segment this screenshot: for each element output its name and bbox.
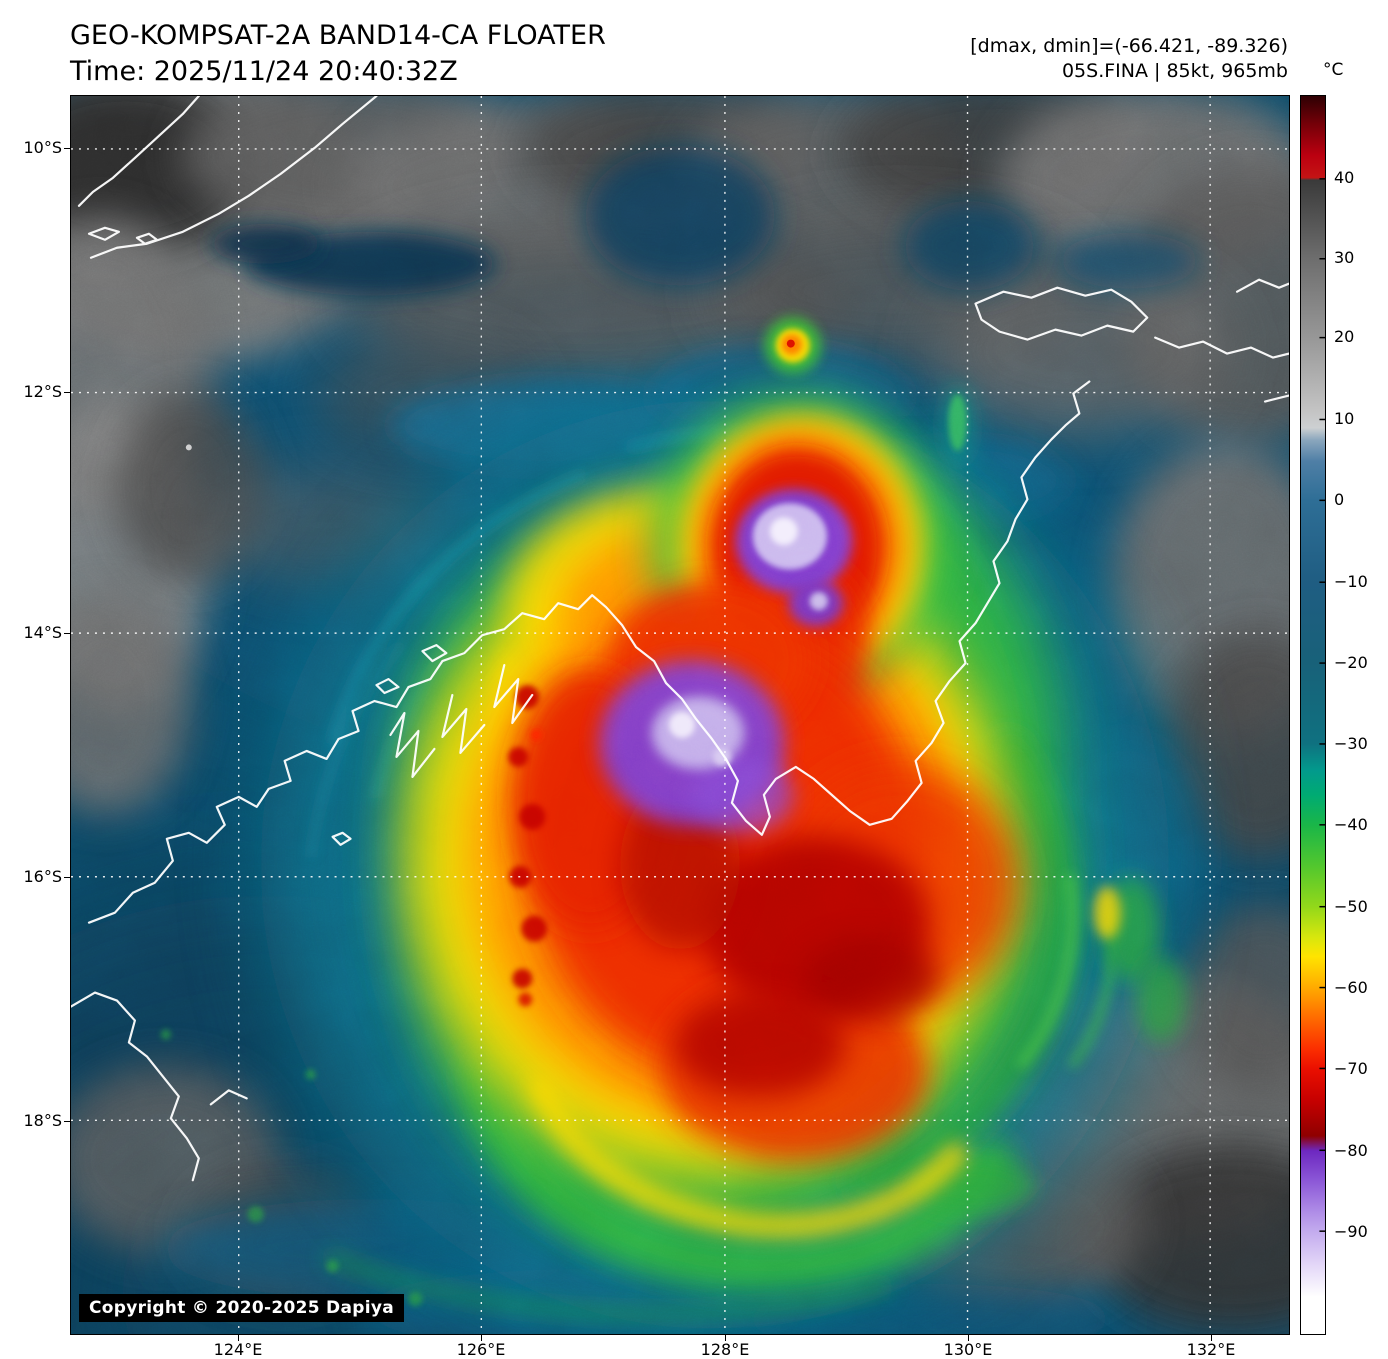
coastlines: [71, 96, 1289, 1182]
lat-label: 14°S: [23, 623, 62, 642]
lon-label: 132°E: [1186, 1340, 1236, 1359]
axis-tick: [725, 1335, 726, 1341]
axis-tick: [238, 1335, 239, 1341]
axis-tick: [64, 148, 70, 149]
graticule: [71, 96, 1289, 1334]
meta-block: [dmax, dmin]=(-66.421, -89.326) 05S.FINA…: [970, 34, 1288, 84]
lon-label: 124°E: [213, 1340, 263, 1359]
colorbar-tick-label: −50: [1334, 897, 1368, 916]
lon-label: 128°E: [700, 1340, 750, 1359]
header-block: GEO-KOMPSAT-2A BAND14-CA FLOATER Time: 2…: [70, 18, 606, 90]
colorbar-ticks: [1319, 178, 1325, 1232]
sensor-grain: [71, 96, 1289, 1334]
axis-tick: [968, 1335, 969, 1341]
colorbar-tick-label: −70: [1334, 1059, 1368, 1078]
ir-imagery: [71, 96, 1289, 1334]
axis-tick: [64, 392, 70, 393]
lat-label: 18°S: [23, 1111, 62, 1130]
copyright-badge: Copyright © 2020-2025 Dapiya: [79, 1294, 404, 1322]
image-title: GEO-KOMPSAT-2A BAND14-CA FLOATER: [70, 20, 606, 51]
lat-label: 12°S: [23, 382, 62, 401]
colorbar-tick-label: −30: [1334, 734, 1368, 753]
dmax-dmin-readout: [dmax, dmin]=(-66.421, -89.326): [970, 35, 1288, 57]
image-timestamp: Time: 2025/11/24 20:40:32Z: [70, 56, 458, 87]
colorbar-tick-label: −80: [1334, 1141, 1368, 1160]
colorbar: [1300, 95, 1326, 1335]
colorbar-tick-label: −40: [1334, 815, 1368, 834]
colorbar-tick-label: −20: [1334, 653, 1368, 672]
colorbar-tick-label: −90: [1334, 1222, 1368, 1241]
colorbar-gradient: [1301, 96, 1325, 1334]
colorbar-tick-label: 40: [1334, 168, 1355, 187]
axis-tick: [64, 633, 70, 634]
lat-label: 16°S: [23, 867, 62, 886]
colorbar-tick-label: 0: [1334, 490, 1345, 509]
colorbar-tick-label: −60: [1334, 978, 1368, 997]
colorbar-unit: °C: [1323, 60, 1344, 80]
axis-tick: [1211, 1335, 1212, 1341]
colorbar-tick-label: 20: [1334, 327, 1355, 346]
colorbar-tick-label: −10: [1334, 572, 1368, 591]
lat-label: 10°S: [23, 138, 62, 157]
colorbar-tick-label: 30: [1334, 248, 1355, 267]
storm-info: 05S.FINA | 85kt, 965mb: [1061, 60, 1288, 82]
lon-label: 130°E: [943, 1340, 993, 1359]
colorbar-tick-label: 10: [1334, 409, 1355, 428]
axis-tick: [64, 877, 70, 878]
axis-tick: [64, 1121, 70, 1122]
lon-label: 126°E: [456, 1340, 506, 1359]
satellite-map: Copyright © 2020-2025 Dapiya: [70, 95, 1290, 1335]
axis-tick: [481, 1335, 482, 1341]
